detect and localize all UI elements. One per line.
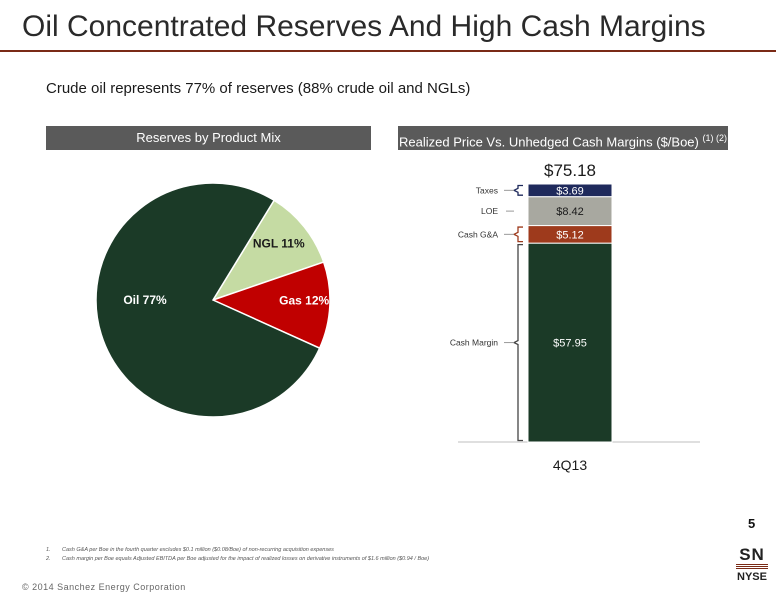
page-title: Oil Concentrated Reserves And High Cash … bbox=[22, 10, 706, 43]
footnote-2: 2. Cash margin per Boe equals Adjusted EB… bbox=[46, 556, 430, 562]
bar-category-4q13: 4Q13 bbox=[553, 457, 587, 473]
margins-chart-header-footnote-ref: (1) (2) bbox=[702, 133, 728, 143]
copyright: © 2014 Sanchez Energy Corporation bbox=[22, 582, 186, 592]
page-number: 5 bbox=[748, 516, 756, 531]
pie-slice-ngl bbox=[211, 199, 325, 302]
bar-brace-cash-g-a bbox=[512, 226, 523, 243]
pie-label-ngl: NGL 11% bbox=[253, 236, 305, 250]
footnotes: 1. Cash G&A per Boe in the fourth quarter… bbox=[46, 546, 429, 564]
margins-chart-header: Realized Price Vs. Unhedged Cash Margins… bbox=[398, 126, 728, 150]
pie-slice-oil bbox=[95, 182, 321, 418]
bar-value-taxes: $3.69 bbox=[556, 185, 584, 197]
logo-nyse: NYSE bbox=[737, 571, 767, 583]
reserves-chart-header: Reserves by Product Mix bbox=[46, 126, 371, 150]
bar-brace-cash-margin bbox=[512, 243, 523, 442]
reserves-pie-chart: NGL 11% Gas 12% Oil 77% bbox=[95, 182, 331, 418]
title-divider bbox=[0, 50, 776, 52]
page-subtitle: Crude oil represents 77% of reserves (88… bbox=[46, 80, 471, 97]
pie-slice-gas bbox=[210, 261, 331, 350]
logo-sn: SN bbox=[739, 545, 765, 564]
bar-category-label-cash-margin: Cash Margin bbox=[450, 338, 498, 348]
bar-value-loe: $8.42 bbox=[556, 206, 584, 218]
margins-chart-header-text: Realized Price Vs. Unhedged Cash Margins… bbox=[399, 134, 699, 150]
bar-category-label-taxes: Taxes bbox=[476, 185, 498, 195]
footnote-1: 1. Cash G&A per Boe in the fourth quarter… bbox=[46, 547, 334, 553]
margins-stacked-bar-chart: $57.95 Cash Margin $5.12 Cash G&A $8.42 LOE $3… bbox=[450, 161, 700, 473]
bar-total-label: $75.18 bbox=[544, 161, 596, 180]
bar-category-label-cash-g-a: Cash G&A bbox=[458, 229, 498, 239]
pie-label-gas: Gas 12% bbox=[279, 293, 329, 307]
logo-bars bbox=[736, 564, 768, 570]
bar-segment-taxes bbox=[527, 183, 613, 198]
bar-segment-loe bbox=[527, 196, 613, 227]
bar-value-cash-g-a: $5.12 bbox=[556, 229, 584, 241]
bar-category-label-loe: LOE bbox=[481, 206, 498, 216]
bar-brace-taxes bbox=[512, 184, 523, 196]
bar-value-cash-margin: $57.95 bbox=[553, 338, 587, 350]
pie-label-oil: Oil 77% bbox=[123, 293, 167, 307]
sn-nyse-logo: SN NYSE bbox=[732, 546, 772, 594]
